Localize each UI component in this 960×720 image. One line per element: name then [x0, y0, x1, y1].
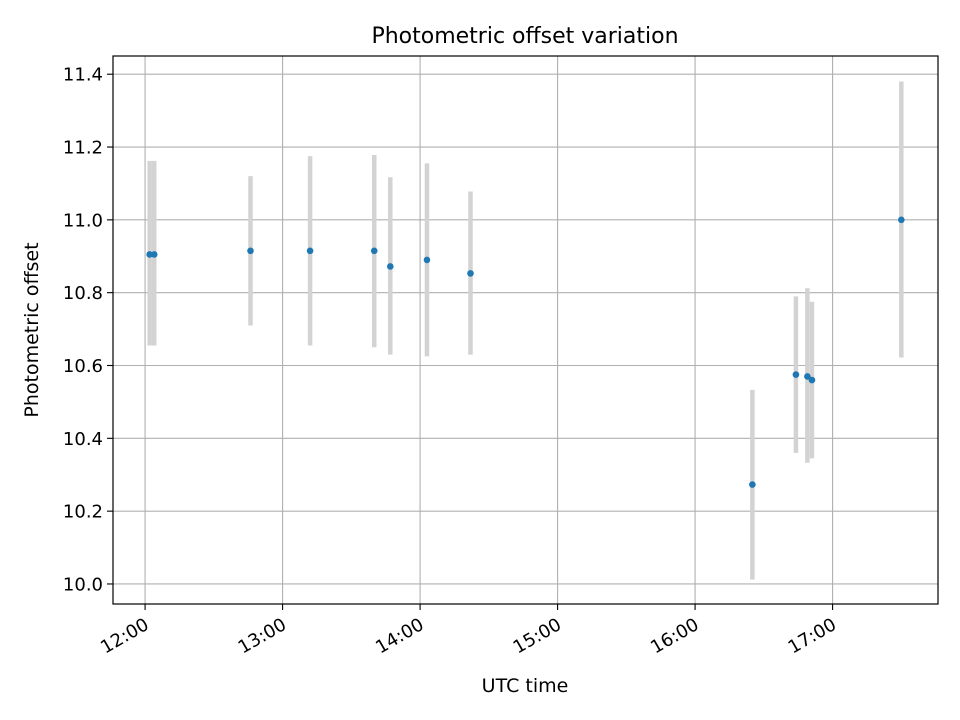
data-point [247, 247, 254, 255]
data-point [386, 263, 394, 270]
data-point [804, 373, 811, 380]
data-point [792, 371, 800, 378]
data-point [898, 216, 905, 224]
x-axis-label: UTC time [482, 675, 569, 697]
y-tick-label: 11.2 [63, 138, 103, 159]
y-tick-label: 11.0 [63, 210, 103, 231]
y-axis-ticks: 10.0 10.2 10.4 10.6 10.8 11.0 11.2 11.4 [63, 65, 113, 595]
data-point [423, 256, 431, 264]
y-tick-label: 10.4 [63, 429, 103, 450]
data-point [370, 247, 378, 255]
data-point [749, 481, 756, 488]
data-point [306, 247, 314, 255]
data-point [467, 270, 474, 277]
y-tick-label: 10.6 [63, 356, 103, 377]
y-tick-label: 10.0 [63, 574, 103, 595]
y-axis-label: Photometric offset [21, 242, 43, 417]
data-point [146, 251, 153, 258]
y-tick-label: 11.4 [63, 65, 103, 86]
y-tick-label: 10.2 [63, 502, 103, 523]
chart-title: Photometric offset variation [371, 24, 678, 49]
data-point [150, 251, 158, 258]
data-points [146, 216, 905, 488]
y-tick-label: 10.8 [63, 283, 103, 304]
data-point [808, 376, 816, 384]
plot-frame [112, 55, 939, 605]
